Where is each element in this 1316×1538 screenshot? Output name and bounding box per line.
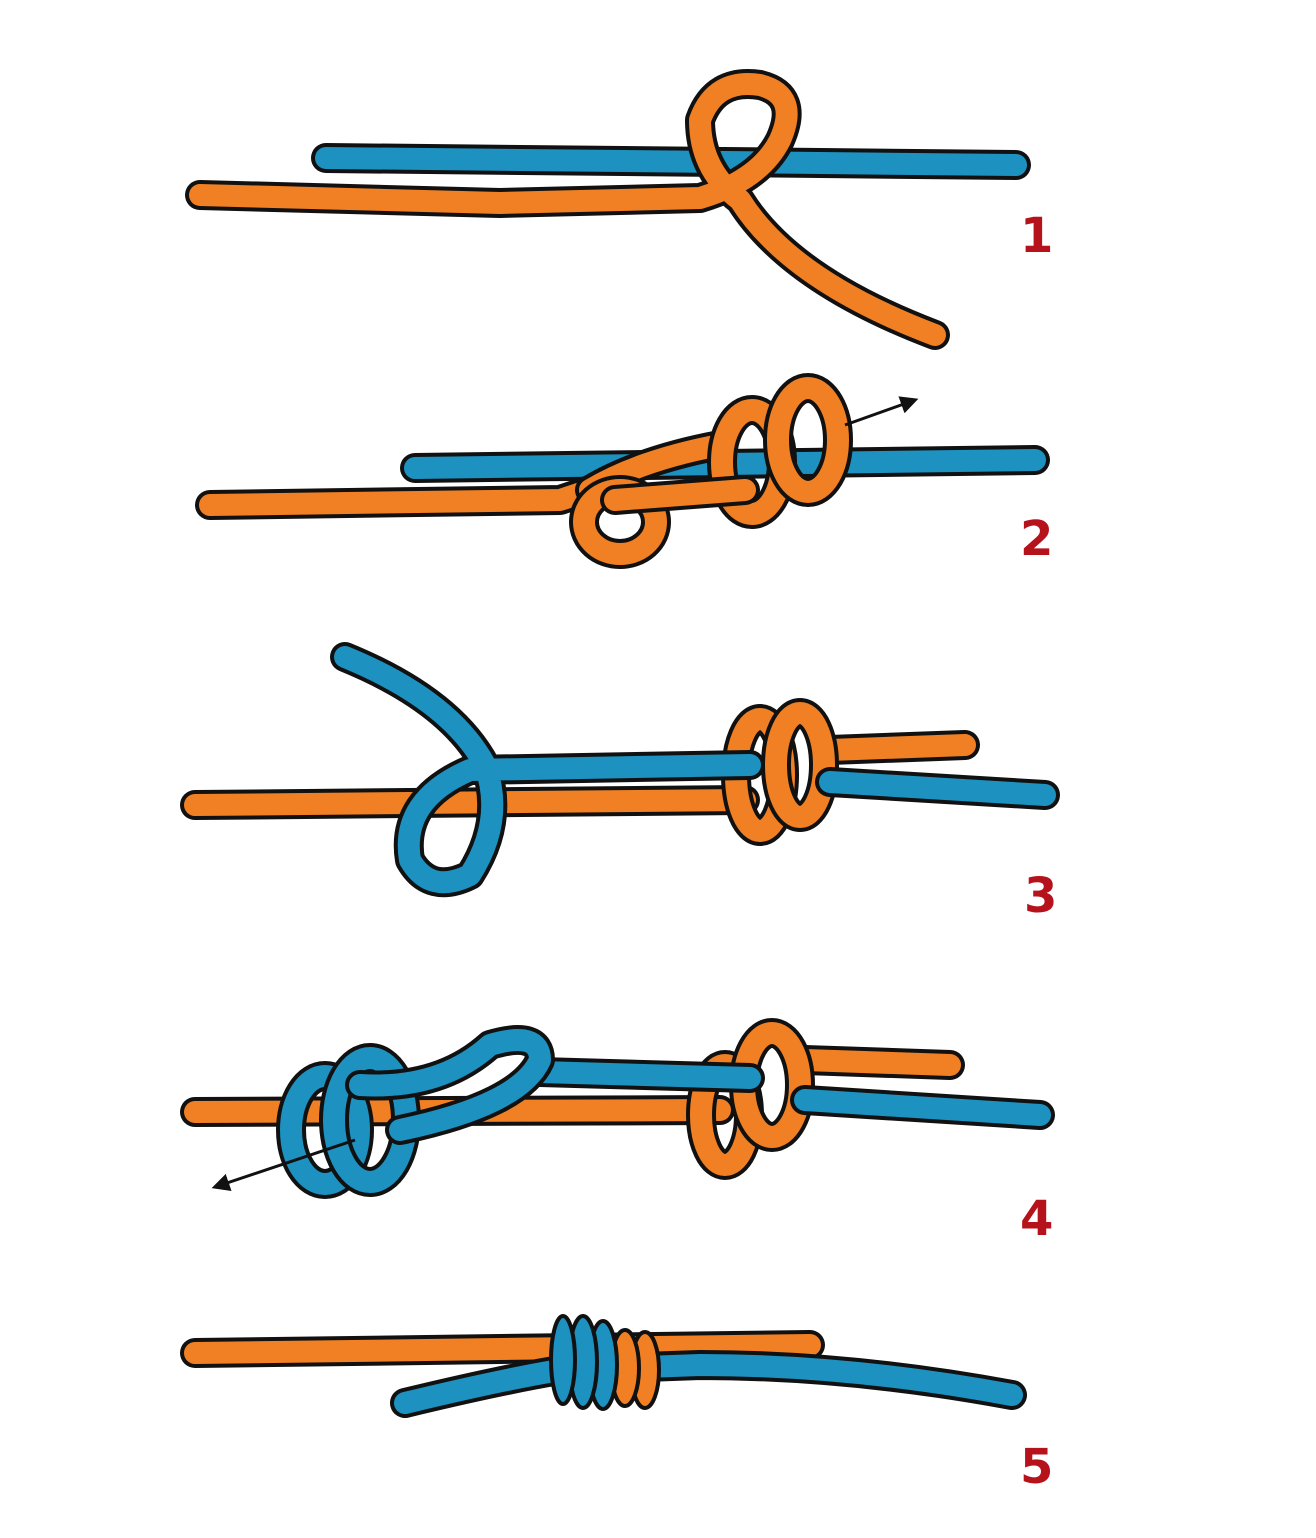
pull-arrow	[844, 396, 919, 427]
step-5-illustration	[180, 1314, 1027, 1418]
finished-knot	[549, 1314, 661, 1411]
blue-line	[330, 642, 1060, 898]
orange-line	[185, 69, 950, 350]
orange-line	[195, 373, 853, 569]
blue-line	[390, 1350, 1027, 1418]
step-4-illustration	[180, 1018, 1055, 1199]
blue-line	[276, 1025, 1055, 1199]
orange-line	[180, 1330, 825, 1368]
step-number-4: 4	[1020, 1191, 1054, 1247]
step-1-illustration	[185, 69, 1031, 350]
pull-arrow	[211, 1138, 356, 1191]
step-number-3: 3	[1024, 868, 1058, 924]
step-2-illustration	[195, 373, 1050, 569]
step-3-illustration	[180, 642, 1060, 898]
step-number-1: 1	[1020, 208, 1054, 264]
step-number-5: 5	[1020, 1439, 1054, 1495]
step-number-2: 2	[1020, 511, 1054, 567]
blue-line	[311, 143, 1031, 180]
